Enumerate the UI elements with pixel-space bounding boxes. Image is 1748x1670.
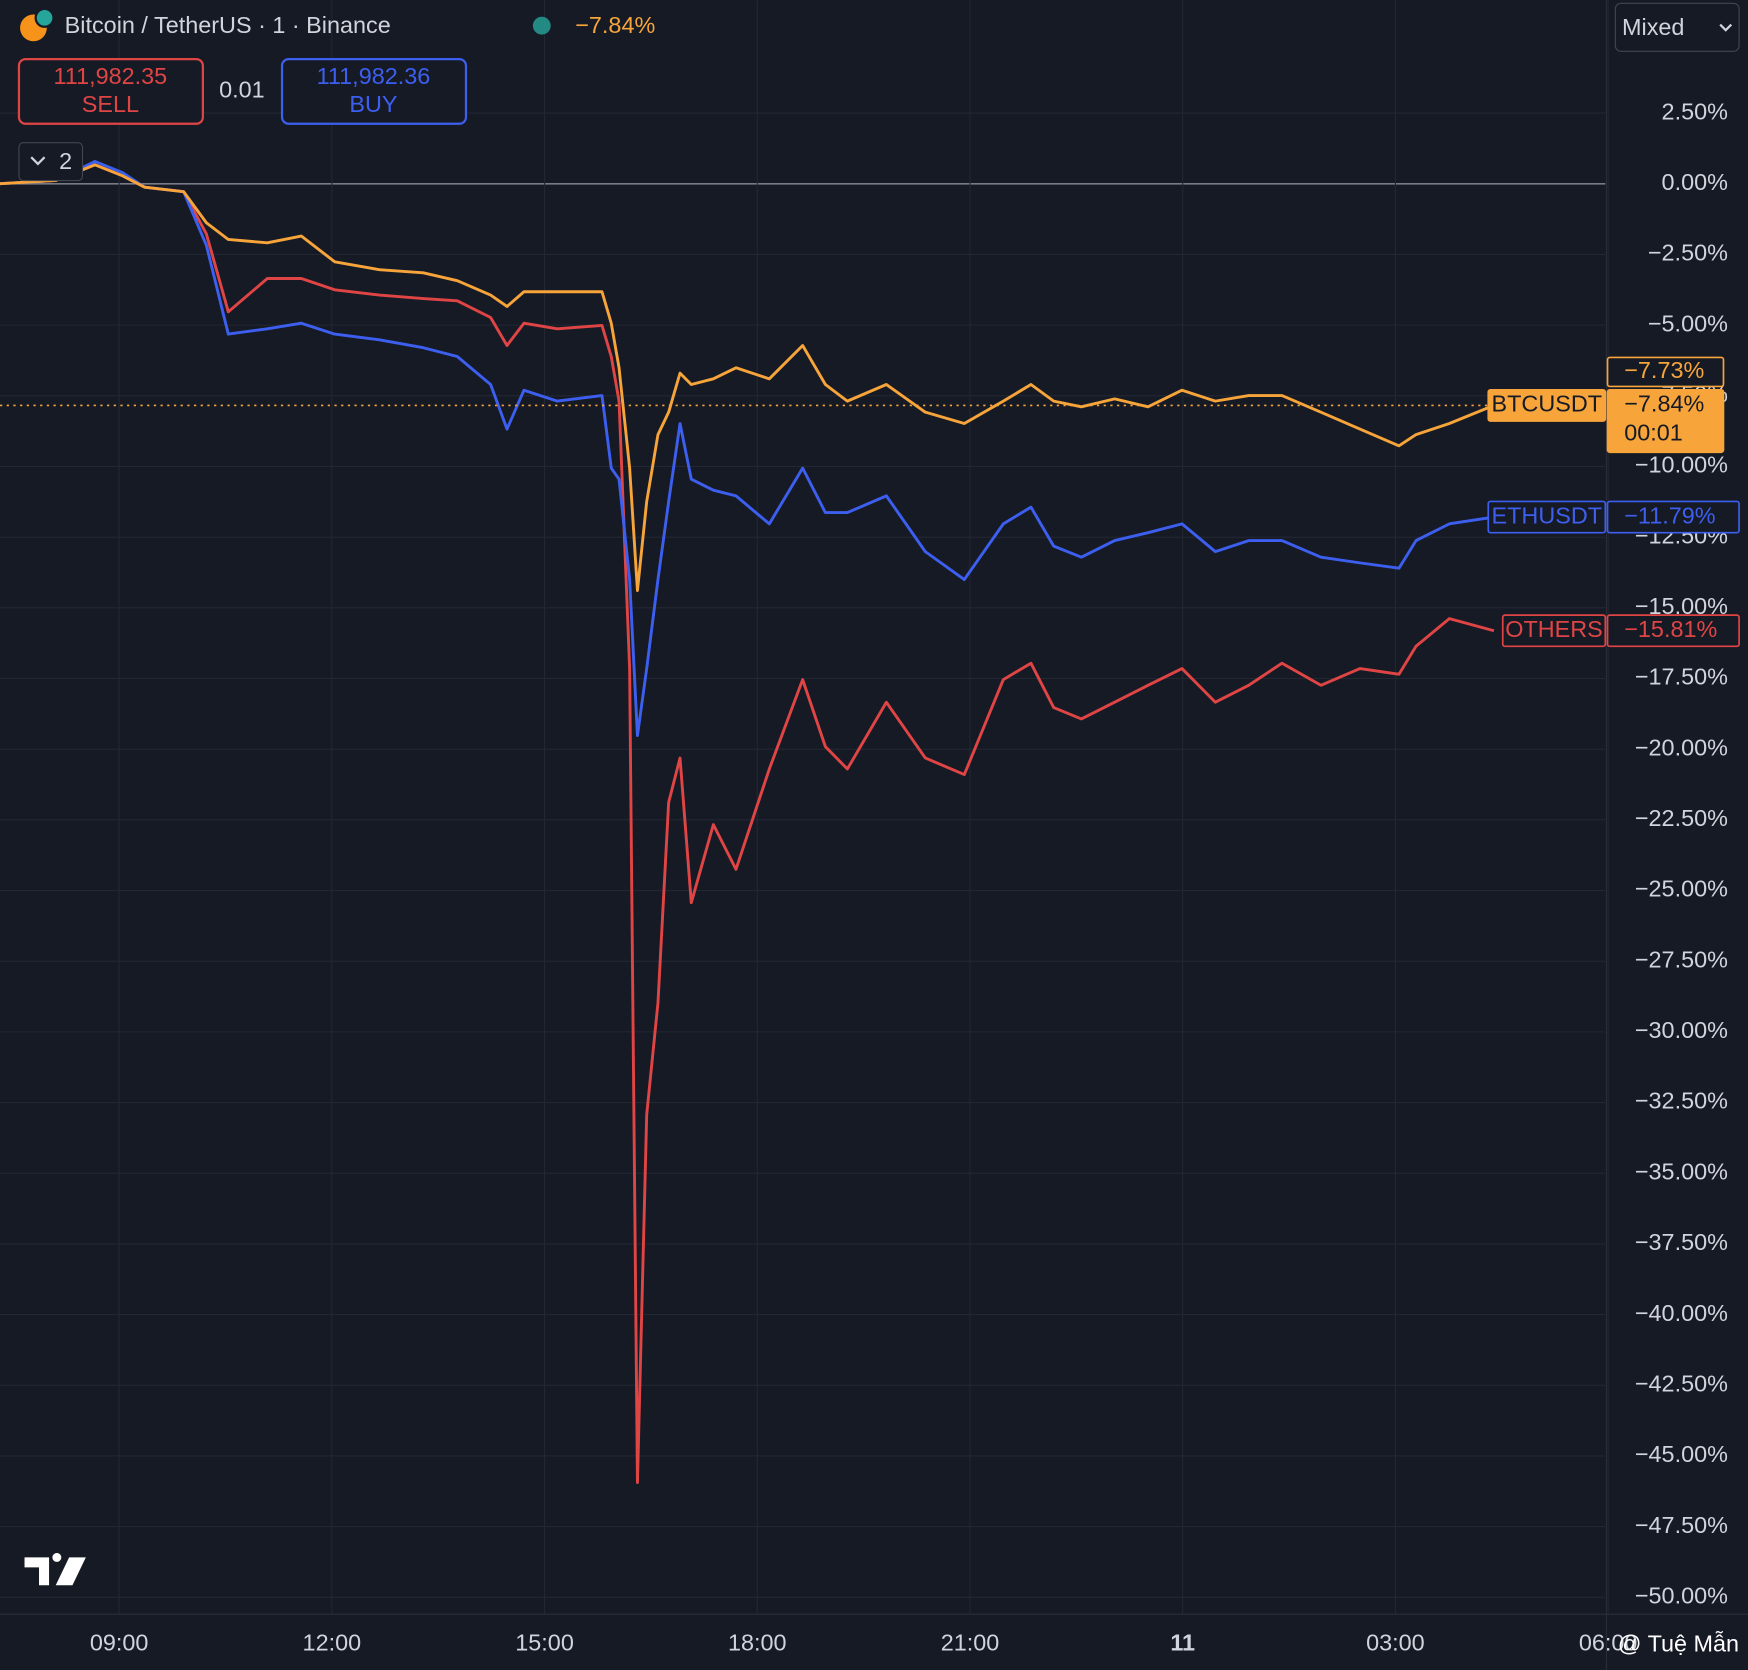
series-name: BTCUSDT — [1492, 391, 1603, 417]
sell-label: SELL — [82, 91, 139, 117]
buy-button[interactable] — [280, 57, 468, 125]
indicators-toggle[interactable] — [18, 142, 84, 182]
x-tick-label: 09:00 — [90, 1630, 149, 1656]
value-badge — [1606, 614, 1740, 648]
y-tick-label: −42.50% — [1635, 1370, 1728, 1396]
chevron — [1719, 23, 1733, 32]
sell-price: 111,982.35 — [54, 63, 168, 89]
market-status — [532, 16, 551, 35]
y-tick-label: −25.00% — [1635, 876, 1728, 902]
logo — [24, 1552, 86, 1586]
price-marker — [1606, 356, 1725, 388]
symbol-title[interactable]: Bitcoin / TetherUS · 1 · Binance — [65, 12, 391, 38]
y-tick-label: −5.00% — [1648, 310, 1728, 336]
y-tick-label: −17.50% — [1635, 664, 1728, 690]
grid — [0, 0, 1609, 1615]
series-name: ETHUSDT — [1492, 502, 1603, 528]
y-tick-label: 0.00% — [1662, 169, 1728, 195]
y-tick-label: −40.00% — [1635, 1300, 1728, 1326]
y-tick-label: −10.00% — [1635, 452, 1728, 478]
watermark: @ Tuệ Mẫn — [1618, 1631, 1739, 1657]
series-line — [0, 159, 1495, 738]
y-tick-label: −45.00% — [1635, 1441, 1728, 1467]
y-tick-label: −2.50% — [1648, 240, 1728, 266]
value-badge-label: −7.84% — [1624, 391, 1704, 417]
axes: 2.50%0.00%−2.50%−5.00%−7.50%−10.00%−12.5… — [90, 98, 1728, 1655]
y-tick-label: −50.00% — [1635, 1582, 1728, 1608]
x-tick-label: 15:00 — [515, 1630, 574, 1656]
value-badge-label: −15.81% — [1624, 616, 1717, 642]
x-tick-label: 03:00 — [1366, 1630, 1425, 1656]
y-tick-label: −22.50% — [1635, 805, 1728, 831]
x-tick-label: 21:00 — [941, 1630, 1000, 1656]
price-badges: −7.84% 00:01 BTCUSDT −11.79% ETHUSDT −15.81% O… — [1487, 356, 1740, 648]
y-tick-label: −37.50% — [1635, 1229, 1728, 1255]
sell-button[interactable] — [17, 57, 205, 125]
series-badge — [1501, 614, 1607, 648]
plot — [0, 159, 1606, 1484]
y-tick-label: −32.50% — [1635, 1088, 1728, 1114]
y-tick-label: 2.50% — [1662, 98, 1728, 124]
series-line — [0, 163, 1495, 1484]
scale-mode: Mixed — [1622, 14, 1684, 40]
change: −7.84% — [575, 12, 655, 38]
series-line — [0, 163, 1495, 592]
y-tick-label: −47.50% — [1635, 1512, 1728, 1538]
series-badge — [1487, 500, 1607, 534]
value-badge — [1606, 500, 1740, 534]
buy-price: 111,982.36 — [317, 63, 431, 89]
value-badge-label: −11.79% — [1624, 502, 1715, 528]
y-tick-label: −20.00% — [1635, 734, 1728, 760]
value-badge — [1606, 388, 1725, 454]
x-tick-label: 06:00 — [1579, 1630, 1638, 1656]
y-tick-label: −30.00% — [1635, 1017, 1728, 1043]
buy-label: BUY — [349, 91, 398, 117]
countdown: 00:01 — [1624, 420, 1683, 446]
series-badge — [1487, 388, 1607, 422]
chevron — [30, 156, 46, 166]
scale-mode-dropdown[interactable] — [1614, 2, 1740, 52]
x-tick-label: 11 — [1170, 1630, 1195, 1656]
coin-icon — [34, 7, 55, 28]
y-tick-label: −35.00% — [1635, 1158, 1728, 1184]
series-name: OTHERS — [1505, 616, 1603, 642]
x-tick-label: 12:00 — [303, 1630, 362, 1656]
price-marker-label: −7.73% — [1624, 357, 1704, 383]
x-tick-label: 18:00 — [728, 1630, 787, 1656]
indicator-count: 2 — [59, 148, 72, 174]
spread: 0.01 — [219, 77, 265, 103]
y-tick-label: −27.50% — [1635, 946, 1728, 972]
